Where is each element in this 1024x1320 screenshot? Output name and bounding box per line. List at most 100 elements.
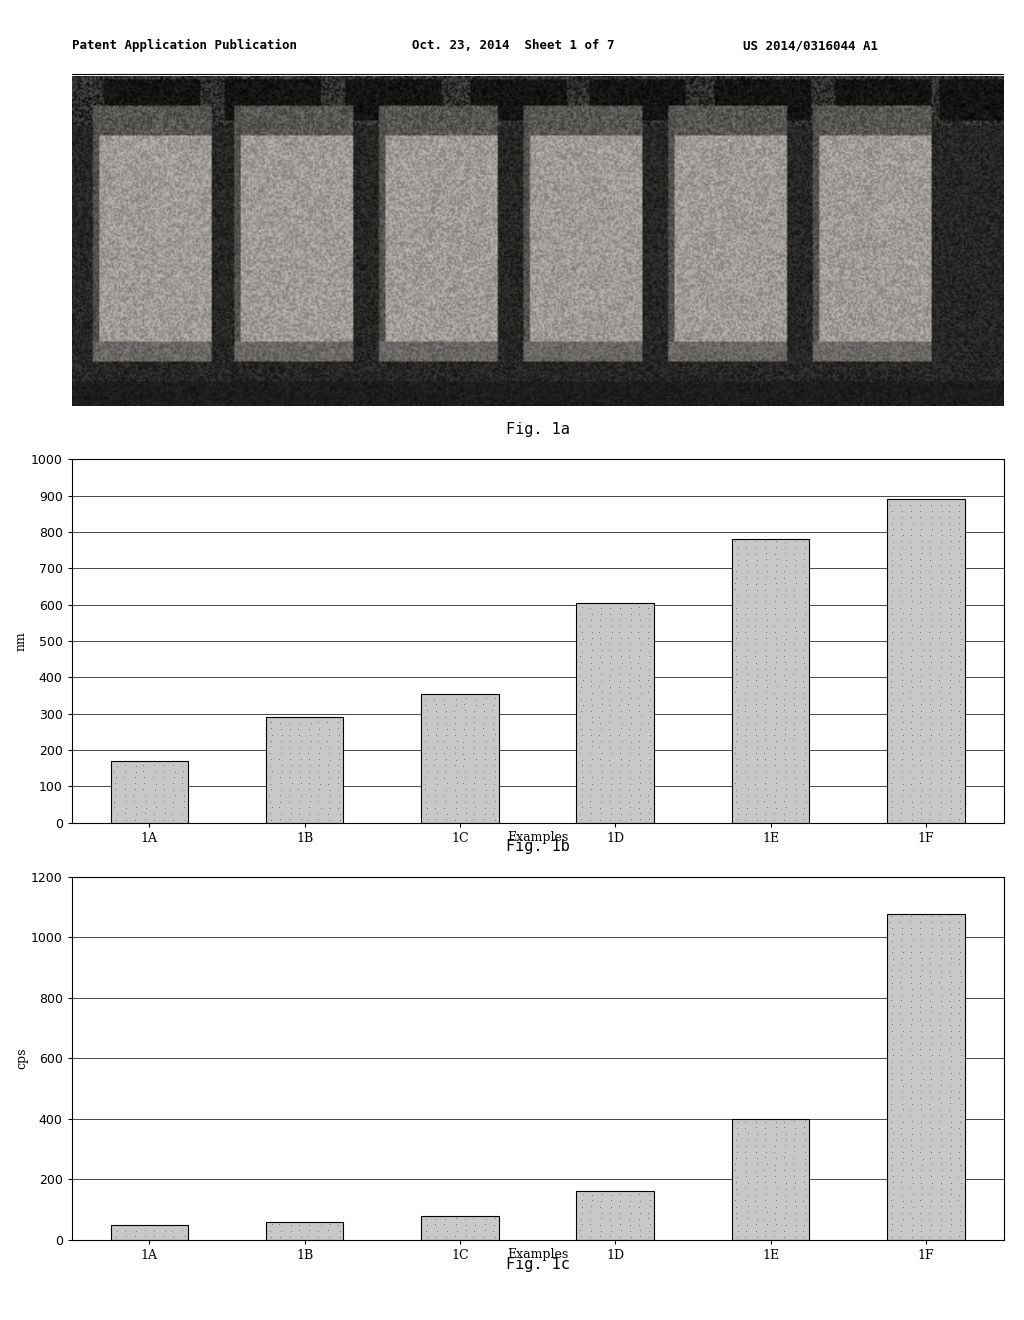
Point bbox=[885, 1105, 901, 1126]
Point bbox=[330, 711, 346, 733]
Point bbox=[943, 713, 959, 734]
Point bbox=[768, 1117, 784, 1138]
Point bbox=[902, 785, 919, 807]
Point bbox=[418, 1221, 434, 1242]
Point bbox=[941, 622, 957, 643]
Point bbox=[584, 737, 600, 758]
Point bbox=[775, 730, 792, 751]
Point bbox=[429, 760, 445, 781]
Point bbox=[321, 760, 337, 781]
Point bbox=[903, 1140, 920, 1162]
Point bbox=[310, 748, 327, 770]
Point bbox=[903, 1074, 920, 1096]
Point bbox=[749, 1117, 765, 1138]
Point bbox=[934, 942, 950, 964]
Point bbox=[767, 779, 783, 800]
Point bbox=[903, 1069, 920, 1090]
Point bbox=[485, 713, 502, 734]
Point bbox=[768, 797, 784, 818]
Point bbox=[923, 983, 939, 1005]
Point bbox=[757, 791, 773, 812]
Point bbox=[892, 972, 908, 993]
Point bbox=[776, 651, 793, 672]
Point bbox=[330, 737, 346, 758]
Point bbox=[895, 711, 911, 733]
Point bbox=[127, 804, 143, 825]
Point bbox=[903, 671, 920, 692]
Point bbox=[601, 718, 617, 739]
Point bbox=[438, 700, 455, 721]
Point bbox=[737, 682, 754, 704]
Point bbox=[487, 1226, 504, 1247]
Point bbox=[951, 1226, 968, 1247]
Point bbox=[419, 1214, 435, 1236]
Point bbox=[449, 688, 465, 709]
Point bbox=[768, 536, 784, 557]
Point bbox=[914, 1105, 931, 1126]
Point bbox=[756, 1135, 772, 1156]
Point bbox=[893, 797, 909, 818]
Point bbox=[583, 700, 599, 721]
Point bbox=[429, 711, 445, 733]
Point bbox=[795, 664, 811, 685]
Point bbox=[729, 1135, 745, 1156]
Point bbox=[903, 1088, 920, 1109]
Point bbox=[574, 669, 591, 690]
Point bbox=[582, 809, 598, 830]
Point bbox=[757, 1166, 773, 1187]
Point bbox=[931, 1044, 947, 1065]
Point bbox=[729, 1214, 745, 1236]
Point bbox=[759, 1213, 775, 1234]
Point bbox=[611, 1191, 628, 1212]
Point bbox=[632, 784, 648, 805]
Point bbox=[640, 669, 656, 690]
Point bbox=[621, 645, 637, 667]
Point bbox=[952, 1196, 969, 1217]
Point bbox=[117, 779, 133, 800]
Point bbox=[309, 711, 326, 733]
Point bbox=[331, 743, 347, 764]
Point bbox=[922, 1056, 938, 1077]
Point bbox=[934, 568, 950, 589]
Point bbox=[271, 766, 288, 787]
Point bbox=[924, 912, 940, 933]
Point bbox=[911, 1203, 928, 1224]
Point bbox=[418, 711, 434, 733]
Point bbox=[911, 911, 928, 932]
Point bbox=[786, 591, 803, 612]
Point bbox=[322, 1226, 338, 1247]
Point bbox=[933, 1130, 949, 1151]
Point bbox=[933, 760, 949, 781]
Point bbox=[787, 616, 804, 638]
Point bbox=[746, 1135, 763, 1156]
Point bbox=[787, 536, 804, 557]
Point bbox=[894, 634, 910, 655]
Point bbox=[885, 737, 901, 758]
Point bbox=[933, 1214, 949, 1236]
Point bbox=[768, 573, 784, 594]
Point bbox=[573, 797, 590, 818]
Point bbox=[291, 760, 307, 781]
Point bbox=[924, 500, 940, 521]
Point bbox=[420, 725, 436, 746]
Point bbox=[300, 804, 316, 825]
Point bbox=[592, 713, 608, 734]
Point bbox=[778, 628, 795, 649]
Point bbox=[758, 767, 774, 788]
Point bbox=[739, 610, 756, 631]
Point bbox=[642, 725, 658, 746]
Point bbox=[485, 743, 502, 764]
Point bbox=[904, 797, 921, 818]
Point bbox=[796, 652, 812, 673]
Point bbox=[759, 737, 775, 758]
Point bbox=[610, 760, 627, 781]
Point bbox=[912, 797, 929, 818]
Point bbox=[911, 591, 928, 612]
Point bbox=[787, 1172, 804, 1193]
Point bbox=[922, 742, 938, 763]
Point bbox=[427, 1213, 443, 1234]
Point bbox=[738, 628, 755, 649]
Point bbox=[951, 579, 968, 601]
Point bbox=[922, 634, 938, 655]
Point bbox=[933, 688, 949, 709]
